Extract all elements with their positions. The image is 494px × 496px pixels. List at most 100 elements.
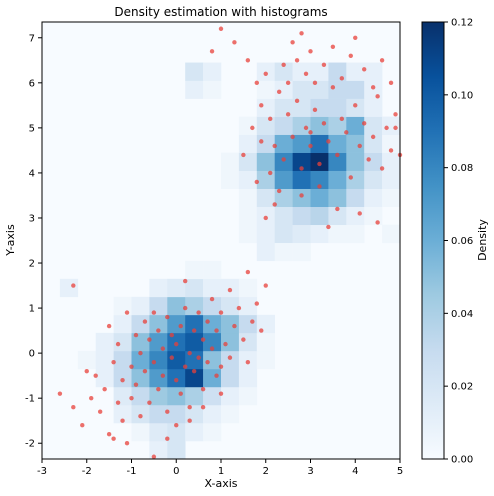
heatmap-cell [256,134,275,153]
scatter-point [254,80,259,86]
heatmap-cell [238,152,258,171]
scatter-point [142,319,148,324]
heatmap-cell [185,422,204,442]
scatter-point [151,310,157,315]
heatmap-cell [167,314,186,334]
heatmap-cell [274,80,293,99]
scatter-point [303,125,309,131]
heatmap-cell [131,314,150,334]
scatter-point [268,170,273,176]
scatter-point [174,377,179,383]
scatter-points [57,26,403,459]
scatter-point [183,278,188,284]
scatter-point [147,337,152,342]
x-tick-label: -1 [127,466,137,477]
scatter-point [357,143,362,149]
heatmap-cell [113,314,132,334]
heatmap-cell [238,170,258,189]
scatter-point [196,310,201,315]
scatter-point [268,116,273,122]
heatmap-cell [292,98,311,117]
y-tick-label: 2 [29,259,35,270]
scatter-point [160,346,166,351]
heatmap-cell [185,260,204,280]
scatter-point [294,58,300,63]
heatmap-cells [42,22,401,460]
scatter-point [187,350,192,356]
heatmap-cell [95,368,114,388]
heatmap-cell [274,152,293,171]
scatter-point [241,337,246,342]
scatter-point [285,80,291,86]
scatter-point [299,193,304,198]
heatmap-cell [346,224,365,244]
scatter-point [71,283,76,288]
scatter-point [335,206,340,212]
scatter-point [299,166,304,171]
scatter-point [285,112,291,117]
heatmap-cell [274,62,293,81]
scatter-point [191,368,197,374]
scatter-point [178,323,183,329]
heatmap-cell [167,386,186,406]
heatmap-cell [185,314,204,334]
heatmap-cell [131,332,150,352]
scatter-point [218,391,224,396]
scatter-point [370,134,376,140]
scatter-point [174,423,179,428]
heatmap-cell [382,170,401,189]
heatmap-cell [310,134,329,153]
scatter-point [178,391,183,396]
heatmap-cell [203,386,222,406]
scatter-point [165,314,170,320]
heatmap-cell [167,278,186,298]
scatter-point [263,283,268,288]
heatmap-cell [238,206,258,226]
heatmap-cell [328,98,347,117]
scatter-point [388,80,394,86]
scatter-point [388,148,394,153]
heatmap-cell [149,386,168,406]
scatter-point [326,224,331,230]
scatter-point [312,107,318,113]
scatter-point [362,67,367,72]
heatmap-cell [238,224,258,244]
heatmap-cell [328,206,347,226]
scatter-point [245,359,251,365]
heatmap-cell [382,224,401,244]
heatmap-cell [113,350,132,370]
x-tick-label: 2 [263,466,269,477]
heatmap-cell [149,404,168,424]
heatmap-cell [256,188,275,208]
colorbar-label: Density [476,219,489,261]
colorbar-tick-label: 0.08 [451,163,473,174]
scatter-point [115,341,121,347]
y-tick-label: 7 [29,33,35,44]
heatmap-cell [292,224,311,244]
heatmap-cell [274,170,293,189]
heatmap-cell [292,134,311,153]
heatmap-cell [221,314,240,334]
scatter-point [97,409,103,414]
heatmap-cell [292,206,311,226]
scatter-point [160,373,166,378]
scatter-point [183,364,188,369]
colorbar-tick-label: 0.00 [451,455,473,466]
scatter-point [200,386,206,392]
scatter-point [250,125,255,131]
heatmap-cell [167,350,186,370]
heatmap-cell [203,80,222,99]
heatmap-cell [328,188,347,208]
colorbar [421,21,445,460]
heatmap-cell [185,386,204,406]
y-tick-label: 6 [29,78,35,89]
scatter-point [276,188,282,194]
heatmap-cell [131,386,150,406]
y-tick-label: 3 [29,213,35,224]
heatmap-cell [221,170,240,189]
scatter-point [93,373,98,378]
heatmap-cell [256,350,275,370]
chart-title: Density estimation with histograms [114,5,327,19]
heatmap-cell [382,152,401,171]
